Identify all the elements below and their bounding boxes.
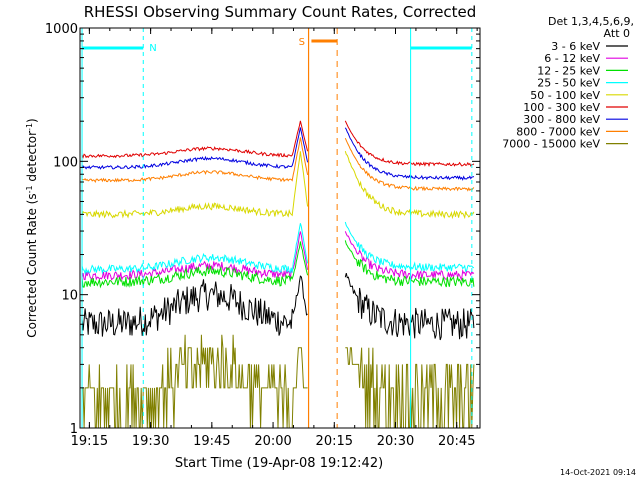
- series-line-5-pre: [81, 151, 309, 219]
- y-tick-label-3: 100: [53, 155, 78, 170]
- x-tick-label-5: 20:15: [316, 434, 353, 449]
- y-axis-label-mid: detector: [25, 131, 39, 186]
- legend-label-1: 3 - 6 keV: [551, 40, 600, 53]
- x-tick-label-4: 20:00: [254, 434, 291, 449]
- legend-label-9: 7000 - 15000 keV: [502, 138, 600, 151]
- x-tick-label-7: 20:45: [438, 434, 475, 449]
- night-label-1: N: [149, 43, 156, 54]
- legend-label-8: 800 - 7000 keV: [516, 125, 600, 138]
- series-line-8-post: [344, 137, 475, 192]
- series-line-4-pre: [81, 223, 309, 276]
- legend-label-3: 12 - 25 keV: [537, 64, 600, 77]
- series-line-4-post: [344, 221, 475, 273]
- plot-frame: [79, 27, 481, 429]
- y-tick-label-1: 1: [70, 422, 78, 437]
- x-tick-label-2: 19:30: [132, 434, 169, 449]
- x-tick-label-6: 20:30: [377, 434, 414, 449]
- series-line-3-post: [344, 240, 475, 288]
- y-axis-label: Corrected Count Rate (s-1 detector-1): [25, 118, 40, 337]
- timestamp: 14-Oct-2021 09:14: [560, 468, 636, 477]
- legend-label-4: 25 - 50 keV: [537, 77, 600, 90]
- saa-label: S: [299, 37, 305, 48]
- legend-label-2: 6 - 12 keV: [544, 52, 600, 65]
- legend-header-detectors: Det 1,3,4,5,6,9,: [548, 15, 634, 28]
- legend-label-7: 300 - 800 keV: [523, 113, 600, 126]
- chart-title: RHESSI Observing Summary Count Rates, Co…: [84, 3, 477, 21]
- series-line-8-pre: [81, 137, 309, 183]
- legend-header-attenuator: Att 0: [604, 27, 630, 40]
- legend-label-5: 50 - 100 keV: [530, 89, 600, 102]
- y-tick-label-4: 1000: [45, 22, 78, 37]
- series-line-1-post: [344, 272, 475, 341]
- annotation-layer: NS: [81, 28, 473, 428]
- series-line-6-pre: [81, 120, 309, 159]
- series-line-5-post: [344, 150, 475, 220]
- y-axis-label-main: Corrected Count Rate (s: [25, 193, 39, 337]
- x-axis-label: Start Time (19-Apr-08 19:12:42): [175, 456, 383, 471]
- series-line-7-pre: [81, 127, 309, 170]
- series-line-7-post: [344, 127, 475, 181]
- axis-layer: 19:15 19:30 19:45 20:00 20:15 20:30 20:45 1 10 10…: [45, 22, 480, 449]
- x-tick-label-1: 19:15: [71, 434, 108, 449]
- series-line-6-post: [344, 120, 475, 168]
- y-axis-label-end: ): [25, 118, 39, 123]
- series-layer: [81, 120, 475, 429]
- series-line-9-pre: [82, 334, 308, 429]
- series-line-3-pre: [81, 241, 309, 289]
- series-line-1-pre: [81, 275, 308, 337]
- y-tick-label-2: 10: [61, 289, 78, 304]
- y-axis-label-sup1: -1: [25, 185, 34, 193]
- y-axis-label-sup2: -1: [25, 123, 34, 131]
- x-tick-label-3: 19:45: [193, 434, 230, 449]
- legend-label-6: 100 - 300 keV: [523, 101, 600, 114]
